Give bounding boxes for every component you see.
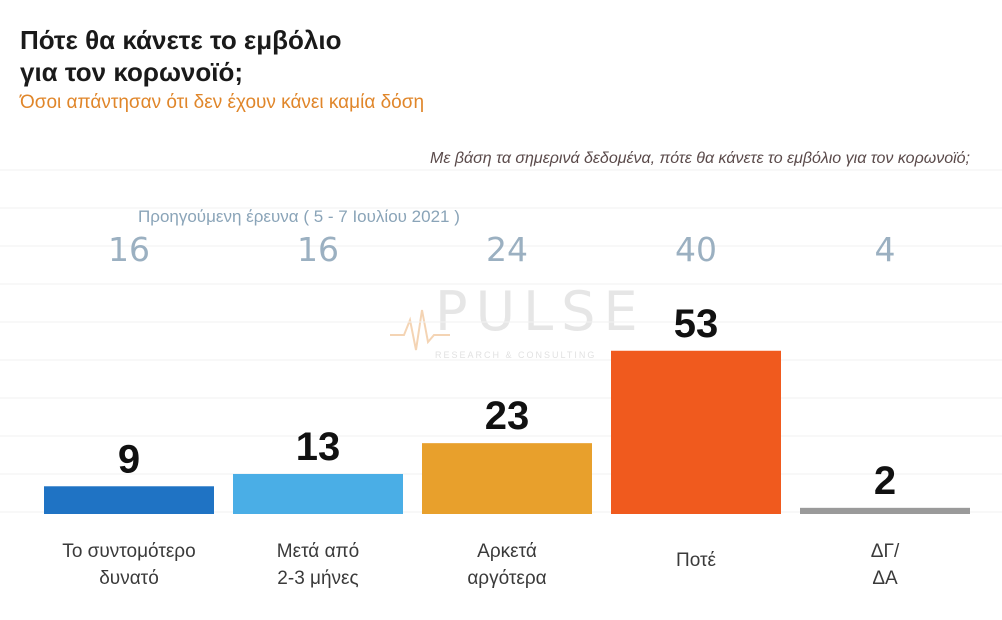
watermark-text: PULSE [435, 280, 646, 343]
value-label-4: 53 [674, 302, 719, 346]
chart-subtitle: Όσοι απάντησαν ότι δεν έχουν κάνει καμία… [20, 92, 425, 113]
previous-value-3: 24 [486, 230, 528, 269]
chart-title: Πότε θα κάνετε το εμβόλιο για τον κορωνο… [20, 24, 342, 88]
category-label-2: 2-3 μήνες [277, 568, 358, 589]
previous-survey-label: Προηγούμενη έρευνα ( 5 - 7 Ιουλίου 2021 … [138, 207, 460, 226]
value-label-1: 9 [118, 437, 140, 481]
pulse-watermark: PULSE RESEARCH & CONSULTING [390, 280, 650, 370]
previous-value-4: 40 [675, 230, 717, 269]
bar-5 [800, 507, 970, 514]
value-label-3: 23 [485, 394, 530, 438]
value-label-2: 13 [296, 425, 341, 469]
category-label-2: Μετά από [277, 541, 359, 562]
category-label-1: δυνατό [99, 568, 159, 589]
previous-value-5: 4 [875, 230, 896, 269]
category-label-3: Αρκετά [477, 541, 537, 562]
value-label-5: 2 [874, 459, 896, 503]
previous-value-1: 16 [108, 230, 150, 269]
title-line-1: Πότε θα κάνετε το εμβόλιο [20, 25, 342, 55]
category-label-3: αργότερα [467, 568, 546, 589]
bar-4 [611, 350, 781, 514]
watermark-subtext: RESEARCH & CONSULTING [435, 350, 597, 360]
category-label-5: ΔΑ [872, 568, 898, 589]
pulse-wave-icon [390, 309, 450, 351]
category-label-5: ΔΓ/ [871, 541, 900, 562]
bar-2 [233, 473, 403, 514]
previous-value-2: 16 [297, 230, 339, 269]
bar-1 [44, 486, 214, 514]
category-label-1: Το συντομότερο [62, 541, 195, 562]
survey-question: Με βάση τα σημερινά δεδομένα, πότε θα κά… [430, 150, 970, 167]
title-line-2: για τον κορωνοϊό; [20, 57, 244, 87]
bar-3 [422, 443, 592, 514]
category-label-4: Ποτέ [676, 550, 717, 571]
